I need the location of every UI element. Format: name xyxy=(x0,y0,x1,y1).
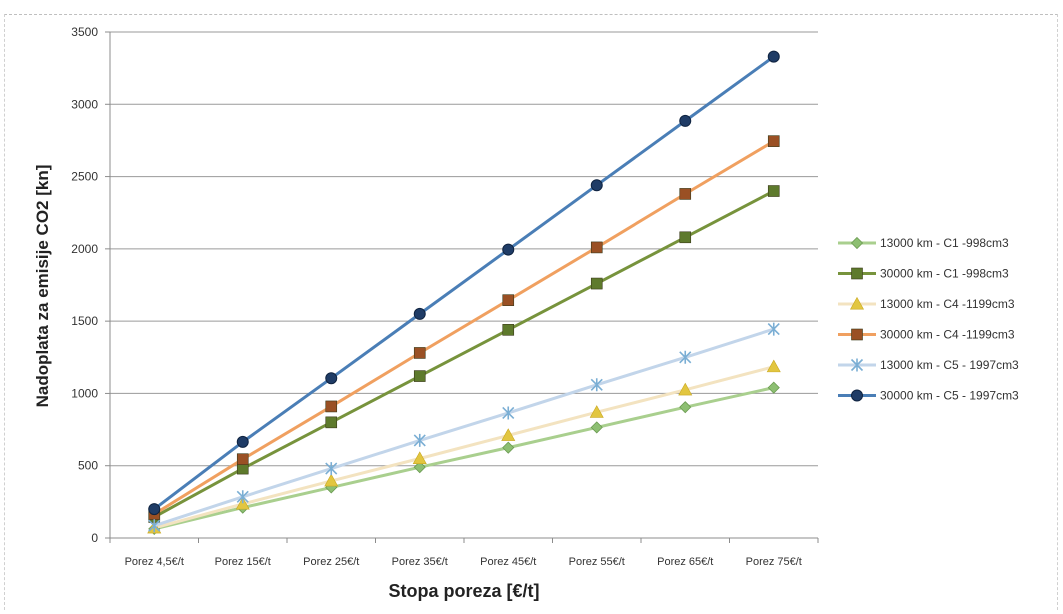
x-axis-title: Stopa poreza [€/t] xyxy=(388,581,539,601)
data-point xyxy=(851,328,863,341)
data-point xyxy=(325,400,338,413)
axis-layer: 0 500 1000 1500 2000 2500 3000 3500 Porez 4,5€/t… xyxy=(71,25,819,568)
data-point xyxy=(236,453,249,466)
data-point xyxy=(590,277,603,290)
y-tick-label: 2000 xyxy=(71,242,98,256)
data-point xyxy=(767,185,780,197)
series-line xyxy=(153,189,775,519)
x-tick-label: Porez 75€/t xyxy=(746,556,802,568)
series-group xyxy=(148,135,780,520)
y-tick-label: 3000 xyxy=(71,97,98,111)
data-point xyxy=(413,461,426,474)
data-point xyxy=(679,401,692,414)
y-tick-label: 0 xyxy=(91,531,98,545)
data-point xyxy=(235,496,250,510)
data-point xyxy=(413,433,426,447)
x-tick-label: Porez 65€/t xyxy=(657,556,713,568)
data-point xyxy=(502,294,515,306)
x-tick-label: Porez 35€/t xyxy=(392,556,448,568)
series-group xyxy=(147,359,781,534)
series-layer xyxy=(147,50,781,535)
grid-layer xyxy=(110,31,818,539)
legend-item: 30000 km - C1 -998cm3 xyxy=(838,267,1009,281)
data-point xyxy=(590,378,603,392)
x-tick-label: Porez 4,5€/t xyxy=(125,556,184,568)
data-point xyxy=(767,50,780,63)
series-group xyxy=(148,322,780,533)
data-point xyxy=(767,135,780,147)
y-tick-label: 1000 xyxy=(71,386,98,400)
data-point xyxy=(502,243,515,256)
data-point xyxy=(501,428,516,441)
legend-item: 30000 km - C4 -1199cm3 xyxy=(838,328,1015,342)
data-point xyxy=(502,324,515,336)
data-point xyxy=(325,372,338,385)
data-point xyxy=(148,519,161,533)
data-point xyxy=(325,462,338,476)
data-point xyxy=(148,503,161,516)
x-tick-label: Porez 15€/t xyxy=(215,556,271,568)
legend-item: 30000 km - C5 - 1997cm3 xyxy=(838,389,1019,403)
data-point xyxy=(502,441,515,454)
data-point xyxy=(502,406,515,420)
series-group xyxy=(148,185,780,523)
data-point xyxy=(678,382,693,396)
data-point xyxy=(324,473,339,487)
series-line xyxy=(153,386,775,531)
data-point xyxy=(767,381,780,394)
data-point xyxy=(413,347,426,359)
x-tick-label: Porez 45€/t xyxy=(480,556,536,568)
chart-frame xyxy=(4,14,1058,610)
data-point xyxy=(850,236,864,250)
legend-item: 13000 km - C1 -998cm3 xyxy=(838,236,1009,250)
data-point xyxy=(849,296,865,310)
data-point xyxy=(413,370,426,382)
y-tick-label: 1500 xyxy=(71,314,98,328)
data-point xyxy=(590,421,603,434)
legend-label: 30000 km - C1 -998cm3 xyxy=(880,267,1009,281)
y-tick-label: 500 xyxy=(78,459,98,473)
data-point xyxy=(679,188,692,200)
data-point xyxy=(767,322,780,336)
legend-label: 30000 km - C4 -1199cm3 xyxy=(880,328,1015,342)
data-point xyxy=(236,435,249,448)
data-point xyxy=(851,267,863,280)
data-point xyxy=(850,358,864,372)
legend-item: 13000 km - C5 - 1997cm3 xyxy=(838,358,1019,372)
series-group xyxy=(148,50,780,516)
legend-label: 30000 km - C5 - 1997cm3 xyxy=(880,389,1019,403)
data-point xyxy=(851,389,863,402)
legend-label: 13000 km - C1 -998cm3 xyxy=(880,236,1009,250)
data-point xyxy=(679,114,692,127)
data-point xyxy=(236,490,249,504)
data-point xyxy=(589,405,604,418)
data-point xyxy=(679,231,692,244)
x-tick-label: Porez 25€/t xyxy=(303,556,359,568)
data-point xyxy=(679,350,692,364)
legend-label: 13000 km - C5 - 1997cm3 xyxy=(880,358,1019,372)
y-tick-label: 2500 xyxy=(71,170,98,184)
legend: 13000 km - C1 -998cm3 30000 km - C1 -998c… xyxy=(838,236,1019,403)
series-line xyxy=(153,55,775,511)
series-line xyxy=(153,365,775,530)
series-line xyxy=(153,139,775,516)
data-point xyxy=(413,307,426,320)
y-tick-label: 3500 xyxy=(71,25,98,39)
data-point xyxy=(325,416,338,429)
data-point xyxy=(590,179,603,192)
y-axis-title: Nadoplata za emisije CO2 [kn] xyxy=(33,165,52,408)
x-tick-label: Porez 55€/t xyxy=(569,556,625,568)
data-point xyxy=(412,451,427,464)
data-point xyxy=(766,359,781,373)
series-line xyxy=(153,327,775,528)
legend-item: 13000 km - C4 -1199cm3 xyxy=(838,296,1015,311)
data-point xyxy=(590,241,603,254)
legend-label: 13000 km - C4 -1199cm3 xyxy=(880,297,1015,311)
